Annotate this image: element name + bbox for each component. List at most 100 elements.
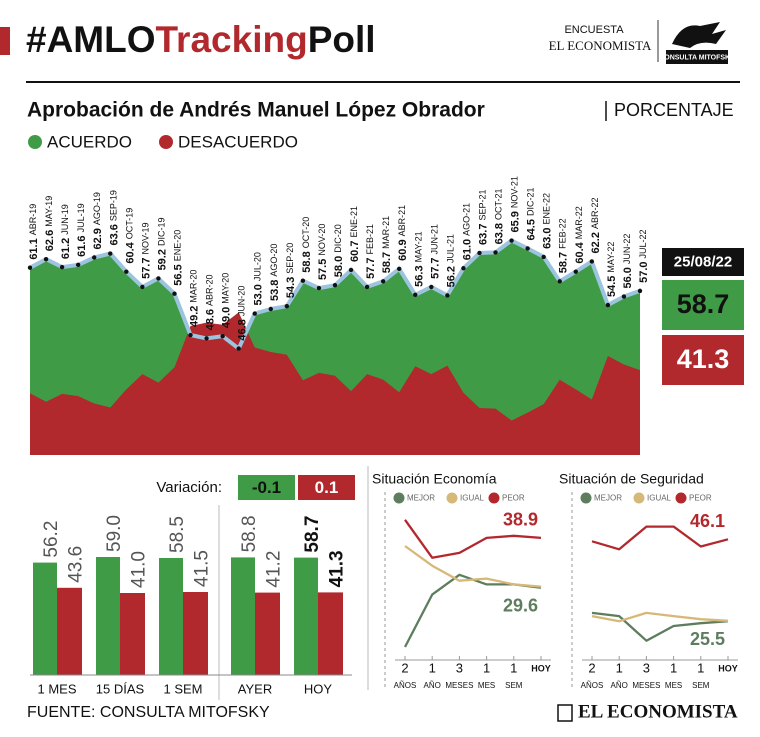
point-date: AGO-20: [269, 244, 279, 277]
x-tick-sublabel: MES: [665, 681, 682, 690]
data-point: [477, 250, 482, 256]
point-date: OCT-19: [125, 208, 135, 240]
variation-label: Variación:: [156, 479, 222, 496]
point-label: 53.8 AGO-20: [269, 244, 281, 301]
data-point: [541, 254, 546, 260]
point-date: FEB-22: [558, 218, 568, 249]
point-value: 62.9: [92, 228, 104, 249]
point-date: NOV-20: [317, 224, 327, 256]
data-point: [284, 303, 290, 309]
footer-brand: EL ECONOMISTA: [578, 701, 738, 722]
bar-label: 41.0: [129, 551, 150, 588]
point-date: JUL-20: [253, 252, 263, 281]
bar: [120, 593, 145, 675]
data-point: [252, 311, 257, 316]
point-value: 56.3: [413, 265, 425, 286]
x-tick-label: 1: [483, 660, 490, 675]
logo-icon: [672, 22, 726, 48]
data-point: [637, 288, 643, 294]
point-value: 53.0: [253, 284, 265, 305]
bar: [183, 592, 208, 675]
end-label: 38.9: [503, 510, 538, 530]
data-point: [461, 266, 466, 271]
point-date: SEP-21: [478, 190, 488, 221]
point-label: 59.2 DIC-19: [156, 217, 168, 270]
data-point: [525, 246, 530, 251]
point-label: 56.3 MAY-21: [413, 231, 425, 286]
data-point: [108, 251, 113, 256]
x-tick-label: 1 SEM: [163, 681, 202, 696]
point-value: 61.1: [28, 238, 40, 259]
x-tick-label: AYER: [238, 681, 272, 696]
x-tick-label: 2: [588, 660, 595, 675]
point-label: 49.0 MAY-20: [221, 273, 233, 328]
point-value: 57.7: [140, 258, 152, 279]
data-point: [332, 283, 338, 288]
variation-box: [298, 475, 355, 500]
source: FUENTE: CONSULTA MITOFSKY: [27, 704, 270, 721]
data-point: [557, 279, 562, 284]
data-point: [397, 266, 402, 272]
point-value: 61.0: [461, 239, 473, 260]
data-point: [268, 306, 273, 312]
bar-label: 43.6: [66, 546, 87, 583]
data-point: [413, 292, 418, 298]
point-date: JUN-20: [237, 286, 247, 317]
point-label: 63.6 SEP-19: [108, 190, 120, 245]
point-date: NOV-19: [141, 222, 151, 254]
point-value: 57.0: [638, 261, 650, 282]
bar-label: 41.3: [327, 550, 348, 587]
point-date: DIC-19: [157, 217, 167, 246]
point-label: 58.0 DIC-20: [333, 224, 345, 277]
point-value: 56.5: [172, 264, 184, 285]
point-label: 57.0 JUL-22: [638, 229, 650, 282]
point-value: 57.7: [365, 258, 377, 279]
point-value: 63.8: [493, 223, 505, 244]
point-value: 61.2: [60, 238, 72, 259]
point-value: 63.0: [542, 228, 554, 249]
unit-label: PORCENTAJE: [614, 100, 734, 120]
data-point: [204, 336, 209, 341]
point-label: 56.5 ENE-20: [172, 230, 184, 286]
point-label: 65.9 NOV-21: [509, 176, 521, 232]
data-point: [92, 255, 97, 260]
bar-label: 41.5: [192, 550, 213, 587]
legend-swatch: [633, 492, 645, 504]
variation-value: 0.1: [315, 478, 339, 497]
point-label: 61.6 JUL-19: [76, 203, 88, 256]
legend-label: PEOR: [502, 494, 525, 503]
x-tick-sublabel: MES: [478, 681, 495, 690]
point-label: 57.7 FEB-21: [365, 224, 377, 279]
x-tick-label: 3: [643, 660, 650, 675]
point-label: 61.2 JUN-19: [60, 204, 72, 259]
point-date: ABR-19: [28, 204, 38, 236]
point-label: 56.0 JUN-22: [622, 234, 634, 289]
brand-icon: [557, 704, 573, 722]
legend-label: ACUERDO: [47, 132, 132, 151]
point-label: 62.2 ABR-22: [590, 198, 602, 254]
x-tick-label: 15 DÍAS: [96, 681, 145, 696]
latest-date-box: [662, 248, 744, 276]
data-point: [348, 267, 354, 273]
point-label: 58.7 FEB-22: [558, 218, 570, 273]
x-tick-label: 1: [616, 660, 623, 675]
end-label: 25.5: [690, 629, 725, 649]
point-date: AGO-19: [93, 192, 103, 225]
point-date: DIC-20: [333, 224, 343, 253]
point-label: 49.2 MAR-20: [188, 270, 200, 327]
point-value: 64.5: [526, 219, 538, 240]
x-tick-label: 1: [697, 660, 704, 675]
data-point: [140, 284, 145, 290]
point-label: 57.7 NOV-19: [140, 222, 152, 278]
logo-badge: [666, 50, 728, 64]
point-date: ENE-22: [542, 193, 552, 225]
bar: [231, 557, 255, 675]
end-label: 29.6: [503, 595, 538, 615]
x-tick-label: 1 MES: [37, 681, 76, 696]
variation-value: -0.1: [252, 478, 281, 497]
data-point: [188, 332, 193, 338]
x-tick-sublabel: SEM: [692, 681, 710, 690]
legend-label: IGUAL: [647, 494, 672, 503]
point-label: 53.0 JUL-20: [253, 252, 265, 305]
data-point: [156, 276, 161, 281]
